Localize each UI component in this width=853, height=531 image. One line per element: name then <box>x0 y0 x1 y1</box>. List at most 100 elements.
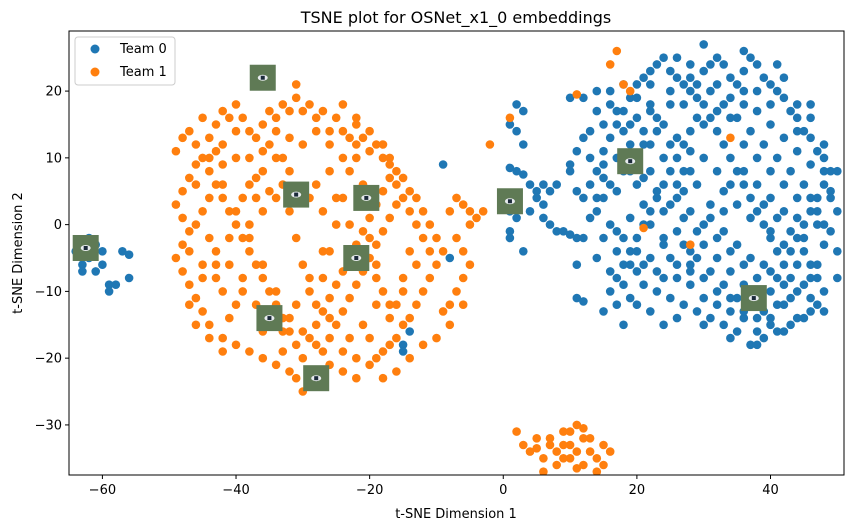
point-team-0 <box>686 260 695 270</box>
point-team-0 <box>585 126 595 136</box>
point-team-1 <box>405 353 415 363</box>
point-team-1 <box>392 333 401 343</box>
point-team-0 <box>639 73 648 82</box>
thumbnail-patch <box>256 305 283 332</box>
point-team-1 <box>198 260 207 270</box>
point-team-0 <box>639 280 648 290</box>
point-team-0 <box>799 247 809 256</box>
point-team-1 <box>372 140 381 149</box>
point-team-0 <box>545 186 555 196</box>
point-team-0 <box>632 93 642 103</box>
point-team-0 <box>779 260 789 270</box>
point-team-1 <box>338 367 348 376</box>
point-team-0 <box>813 220 822 229</box>
point-team-0 <box>565 93 575 103</box>
point-team-1 <box>338 347 348 356</box>
point-team-1 <box>378 186 388 196</box>
point-team-0 <box>813 207 822 216</box>
point-team-0 <box>779 180 789 189</box>
thumbnail-patch <box>283 181 310 208</box>
point-team-0 <box>612 247 622 256</box>
point-team-0 <box>712 253 722 263</box>
point-team-1 <box>539 467 548 475</box>
point-team-1 <box>331 113 341 123</box>
point-team-0 <box>712 126 722 136</box>
point-team-1 <box>205 233 214 243</box>
point-team-0 <box>739 100 749 109</box>
point-team-0 <box>752 106 762 116</box>
point-team-0 <box>806 307 815 316</box>
point-team-0 <box>679 240 688 249</box>
point-team-1 <box>311 180 321 189</box>
point-team-0 <box>786 106 795 116</box>
point-team-1 <box>412 300 421 310</box>
thumbnail-detail <box>364 195 369 200</box>
legend-label-team-1: Team 1 <box>119 65 167 80</box>
point-team-1 <box>198 307 207 316</box>
point-team-1 <box>358 133 368 143</box>
x-tick-label: −20 <box>356 483 383 498</box>
point-team-1 <box>285 207 294 216</box>
thumbnail-detail <box>294 192 299 197</box>
point-team-0 <box>572 293 582 303</box>
point-team-1 <box>325 140 334 149</box>
point-team-0 <box>766 193 775 203</box>
point-team-1 <box>251 133 261 143</box>
point-team-1 <box>572 420 582 430</box>
point-team-1 <box>392 200 401 209</box>
point-team-0 <box>672 180 682 189</box>
point-team-1 <box>412 193 421 203</box>
thumbnail-detail <box>751 296 756 301</box>
point-team-0 <box>706 200 715 209</box>
point-team-0 <box>632 180 642 189</box>
point-team-1 <box>552 460 561 470</box>
point-team-0 <box>666 66 675 76</box>
point-team-0 <box>599 307 608 316</box>
point-team-1 <box>392 180 401 189</box>
point-team-0 <box>525 180 535 189</box>
point-team-1 <box>318 207 328 216</box>
point-team-1 <box>325 313 334 323</box>
point-team-1 <box>185 300 194 310</box>
point-team-0 <box>612 227 622 236</box>
point-team-1 <box>198 207 207 216</box>
point-team-1 <box>231 100 241 109</box>
point-team-1 <box>352 353 361 363</box>
point-team-1 <box>231 220 241 229</box>
point-team-1 <box>198 273 207 283</box>
point-team-0 <box>779 327 789 336</box>
point-team-0 <box>792 260 802 270</box>
point-team-1 <box>185 227 194 236</box>
point-team-0 <box>91 267 100 276</box>
point-team-1 <box>378 373 388 383</box>
point-team-0 <box>806 113 815 123</box>
point-team-1 <box>205 133 214 143</box>
point-team-0 <box>766 287 775 296</box>
point-team-0 <box>512 166 521 176</box>
point-team-1 <box>559 427 568 436</box>
point-team-0 <box>679 166 688 176</box>
point-team-1 <box>345 333 354 343</box>
y-tick-label: −20 <box>35 352 62 367</box>
point-team-0 <box>405 327 415 336</box>
point-team-1 <box>178 213 187 223</box>
point-team-0 <box>599 173 608 183</box>
thumbnail-detail <box>628 159 633 164</box>
thumbnail-detail <box>507 199 512 204</box>
point-team-1 <box>331 320 341 330</box>
point-team-1 <box>318 273 328 283</box>
point-team-0 <box>519 106 528 116</box>
point-team-0 <box>599 120 608 129</box>
point-team-0 <box>639 140 648 149</box>
point-team-0 <box>539 213 548 223</box>
point-team-1 <box>412 260 421 270</box>
point-team-0 <box>699 293 708 303</box>
point-team-0 <box>746 126 755 136</box>
point-team-1 <box>398 273 408 283</box>
point-team-0 <box>719 227 728 236</box>
point-team-0 <box>632 80 642 89</box>
point-team-0 <box>686 86 695 96</box>
point-team-1 <box>325 247 334 256</box>
thumbnail-detail <box>83 245 88 250</box>
point-team-1 <box>191 180 201 189</box>
